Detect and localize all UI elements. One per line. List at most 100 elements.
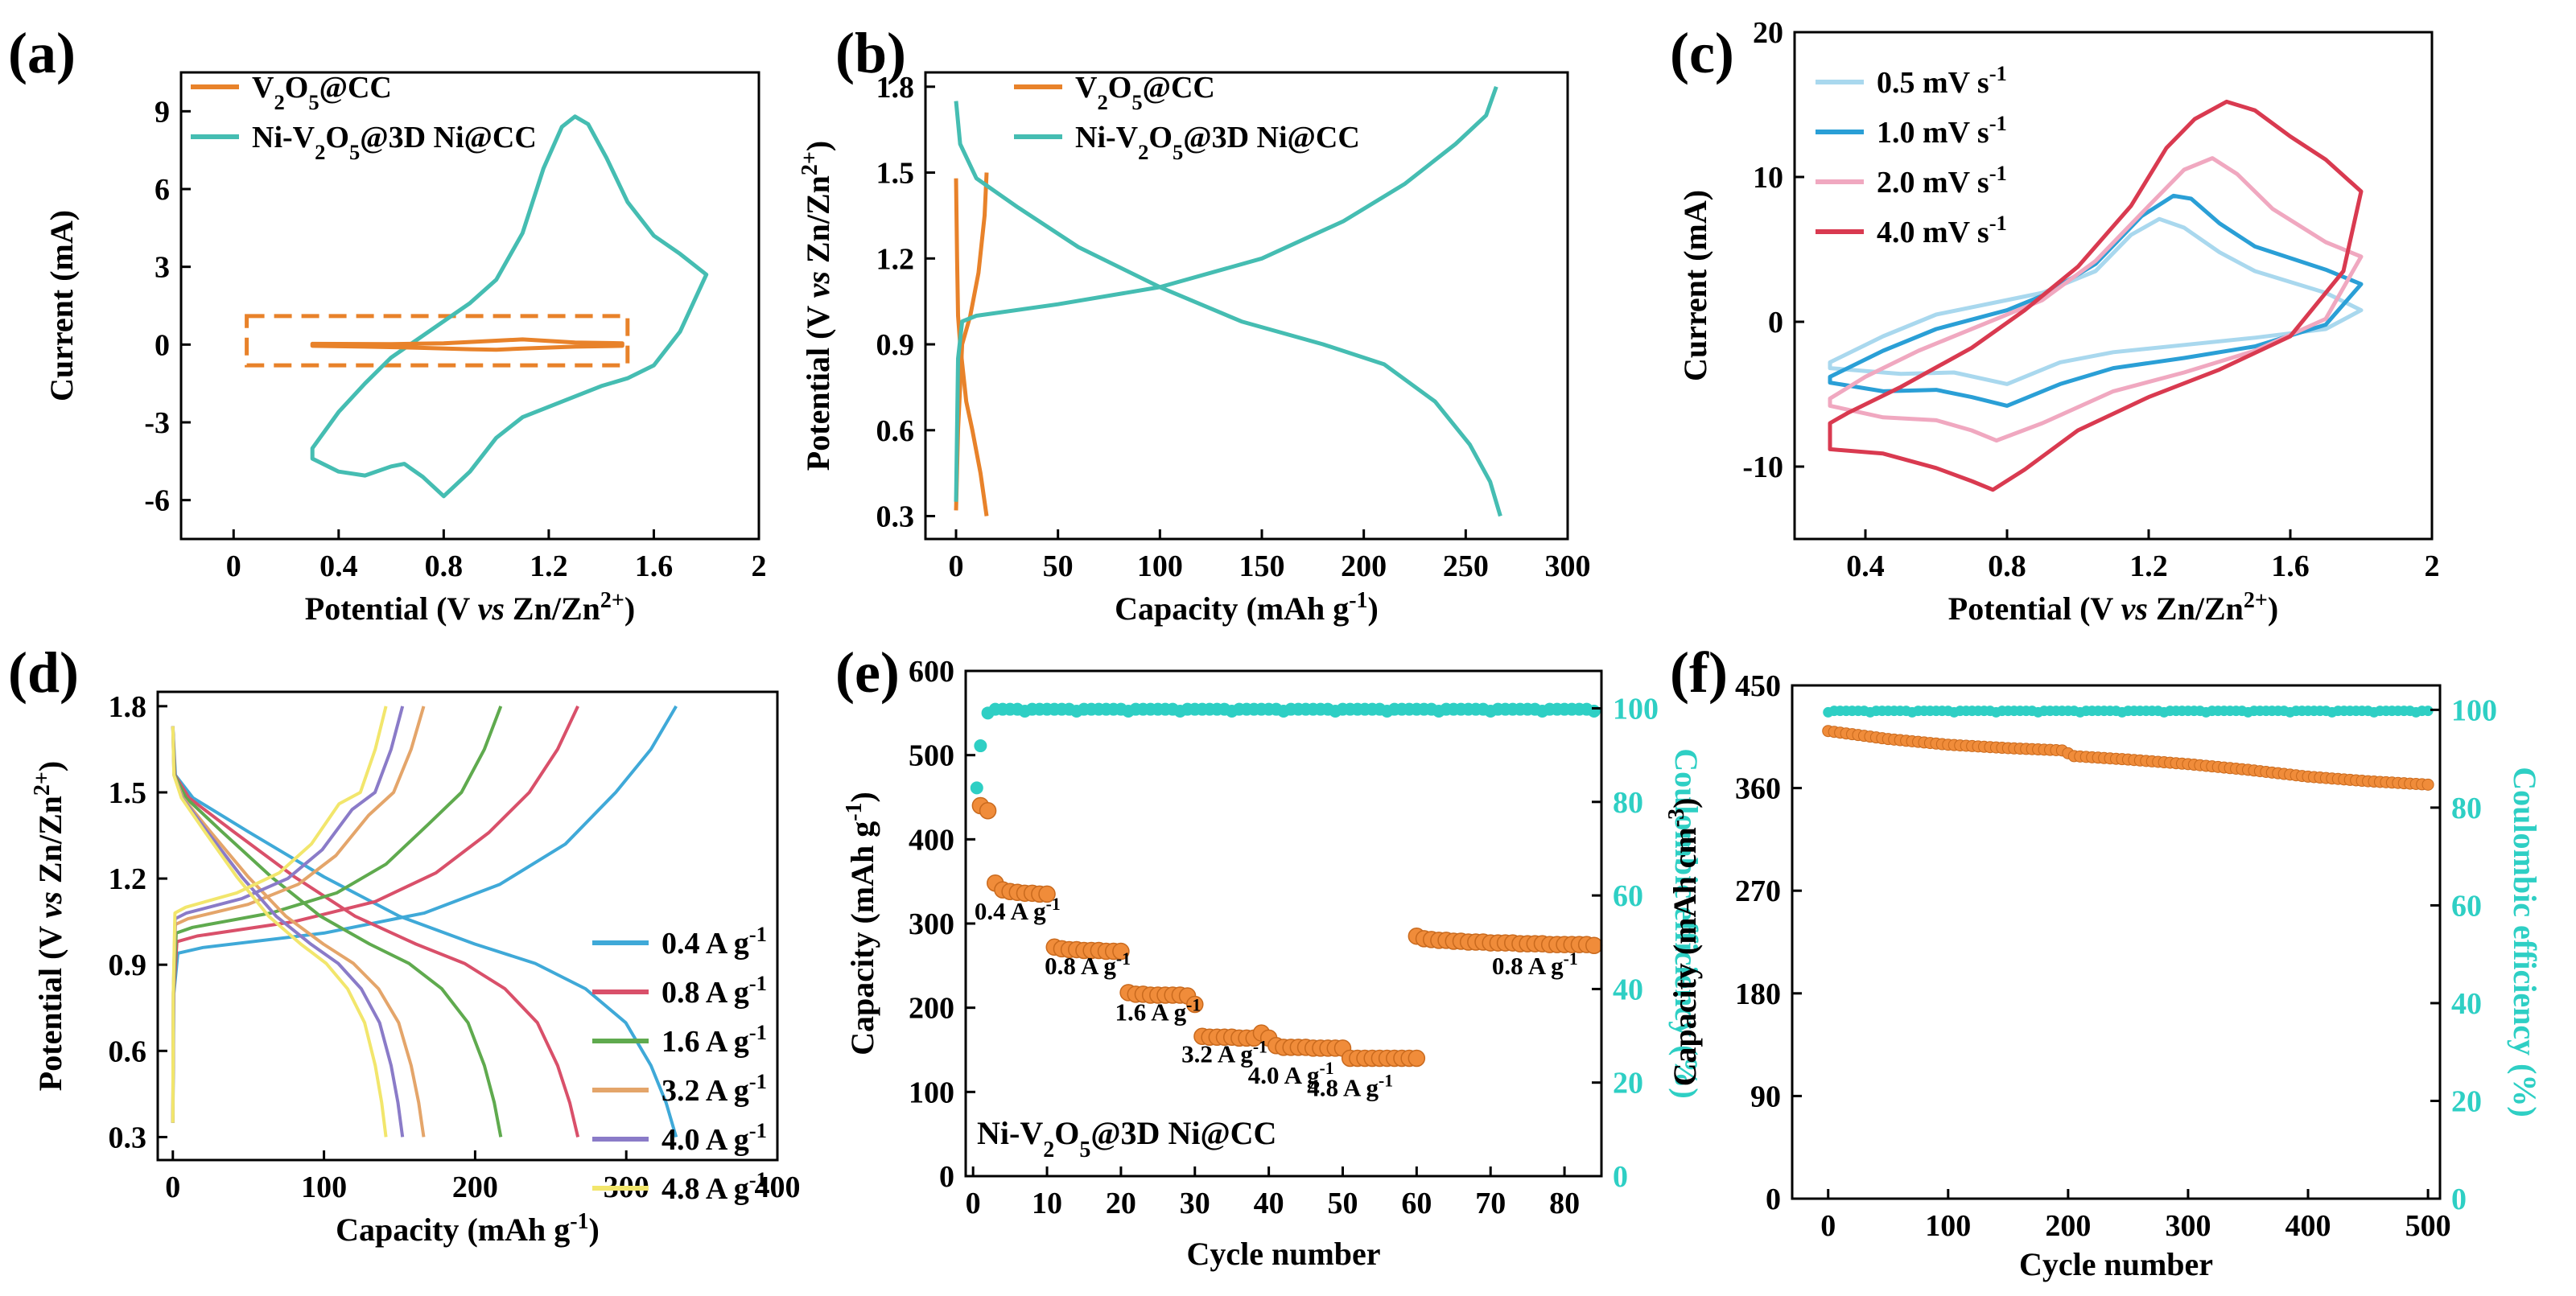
plot-frame (924, 71, 1569, 541)
y-tick-label: 0 (1768, 306, 1783, 339)
y2-tick-label: 80 (2451, 792, 2482, 825)
rate-label: 3.2 A g-1 (1181, 1038, 1267, 1068)
y-axis-title: Potential (V vs Zn/Zn2+) (30, 761, 69, 1091)
legend-label: 0.8 A g-1 (662, 971, 767, 1010)
series-line (171, 726, 388, 1138)
y-axis-title: Capacity (mAh g-1) (842, 792, 881, 1055)
y2-tick-label: 0 (2451, 1183, 2467, 1216)
y-tick-label: 450 (1735, 669, 1781, 703)
y-axis-title: Potential (V vs Zn/Zn2+) (798, 141, 837, 471)
rate-label: 0.8 A g-1 (1045, 949, 1131, 980)
y-tick-label: 1.5 (876, 157, 915, 191)
legend-label: Ni-V2O5@3D Ni@CC (1075, 121, 1360, 164)
y2-tick-label: 60 (2451, 889, 2482, 923)
y-tick-label: 0.6 (109, 1035, 147, 1068)
rate-label: 0.8 A g-1 (1492, 949, 1578, 980)
legend-label: V2O5@CC (1075, 71, 1215, 114)
x-tick-label: 40 (1254, 1187, 1284, 1220)
x-tick-label: 30 (1180, 1187, 1210, 1220)
legend-label: 1.0 mV s-1 (1877, 111, 2007, 150)
y2-tick-label: 20 (2451, 1084, 2482, 1118)
x-axis-title: Cycle number (2019, 1246, 2213, 1282)
x-tick-label: 0 (966, 1187, 981, 1220)
x-tick-label: 50 (1043, 549, 1074, 583)
x-axis-title: Potential (V vs Zn/Zn2+) (305, 588, 635, 627)
plot-frame (1791, 684, 2442, 1200)
plot-frame (964, 669, 1603, 1178)
x-tick-label: 0 (949, 549, 964, 583)
y-tick-label: 400 (909, 823, 954, 857)
y-tick-label: 0 (155, 328, 170, 362)
panel-a: (a) 0 0.4 0.8 1.2 1.6 2 -6 -3 0 3 6 9 Potential (V v… (8, 21, 767, 627)
panel-label-a: (a) (8, 21, 76, 85)
y-tick-label: 0.6 (876, 414, 915, 448)
rate-label: 1.6 A g-1 (1115, 995, 1201, 1026)
y-tick-label: 1.8 (876, 71, 915, 105)
y-tick-label: 200 (909, 992, 954, 1026)
capacity-point (1408, 1049, 1426, 1068)
series-line (171, 706, 503, 1123)
x-tick-label: 0 (226, 549, 241, 583)
panel-label-e: (e) (835, 640, 900, 705)
legend-label: 2.0 mV s-1 (1877, 161, 2007, 200)
capacity-point (2421, 778, 2434, 791)
rate-label: 0.4 A g-1 (975, 895, 1061, 925)
panel-d: (d) 0 100 200 300 4000.30.60.91.21.51.8Capac… (8, 640, 801, 1248)
ce-point (1587, 705, 1601, 718)
x-tick-label: 1.6 (2271, 549, 2310, 583)
highlight-box (245, 314, 630, 368)
y2-tick-label: 60 (1613, 879, 1643, 913)
x-tick-label: 200 (1341, 549, 1387, 583)
y-tick-label: -6 (144, 484, 170, 518)
x-tick-label: 100 (1925, 1209, 1971, 1243)
x-tick-label: 500 (2405, 1209, 2451, 1243)
y2-tick-label: 80 (1613, 786, 1643, 820)
x-tick-label: 0.8 (1988, 549, 2026, 583)
y-tick-label: 6 (155, 173, 170, 207)
y-tick-label: 270 (1735, 874, 1781, 908)
plot-frame (179, 71, 760, 541)
y-tick-label: 0.3 (876, 500, 915, 534)
y-tick-label: 1.5 (109, 776, 147, 810)
ce-point (2422, 706, 2434, 717)
x-tick-label: 300 (1545, 549, 1591, 583)
panel-b: (b) 0 50 100 150 200 250 300 0.3 0.6 0.9 1.2 1.5 1.8… (798, 21, 1591, 627)
y2-axis-title: Coulombic efficiency (%) (2507, 767, 2543, 1117)
x-tick-label: 2 (752, 549, 767, 583)
x-tick-label: 250 (1443, 549, 1489, 583)
y2-tick-label: 100 (1613, 693, 1659, 726)
panel-label-f: (f) (1670, 640, 1728, 705)
x-tick-label: 0.4 (319, 549, 358, 583)
y-tick-label: -10 (1742, 451, 1783, 484)
x-tick-label: 50 (1327, 1187, 1358, 1220)
y-tick-label: 10 (1753, 161, 1783, 195)
series-line (171, 706, 426, 1123)
series-line (171, 705, 678, 1123)
y-axis-title: Current (mA) (43, 210, 80, 401)
capacity-point (1112, 942, 1130, 961)
x-tick-label: 1.2 (530, 549, 568, 583)
capacity-point (1186, 995, 1204, 1014)
x-tick-label: 400 (755, 1171, 801, 1204)
capacity-point (1038, 885, 1056, 903)
y2-axis-title: Coulombic efficiency (%) (1668, 748, 1704, 1098)
capacity-point (1585, 936, 1603, 954)
x-tick-label: 0.8 (425, 549, 464, 583)
x-axis-title: Capacity (mAh g-1) (336, 1209, 600, 1249)
x-axis-title: Capacity (mAh g-1) (1115, 588, 1379, 627)
legend-label: 0.4 A g-1 (662, 922, 767, 961)
ce-point (970, 781, 983, 795)
y-tick-label: 20 (1753, 16, 1783, 50)
y-tick-label: 9 (155, 95, 170, 129)
y-tick-label: 0 (1766, 1183, 1781, 1216)
series-line (171, 726, 580, 1138)
legend-label: 4.0 A g-1 (662, 1118, 767, 1157)
y-tick-label: 300 (909, 907, 954, 941)
x-tick-label: 0 (165, 1171, 180, 1204)
series-line (1828, 193, 2364, 408)
series-line (954, 85, 1498, 502)
x-tick-label: 200 (2045, 1209, 2091, 1243)
series-line (1828, 216, 2364, 386)
y-tick-label: 0 (939, 1160, 954, 1194)
